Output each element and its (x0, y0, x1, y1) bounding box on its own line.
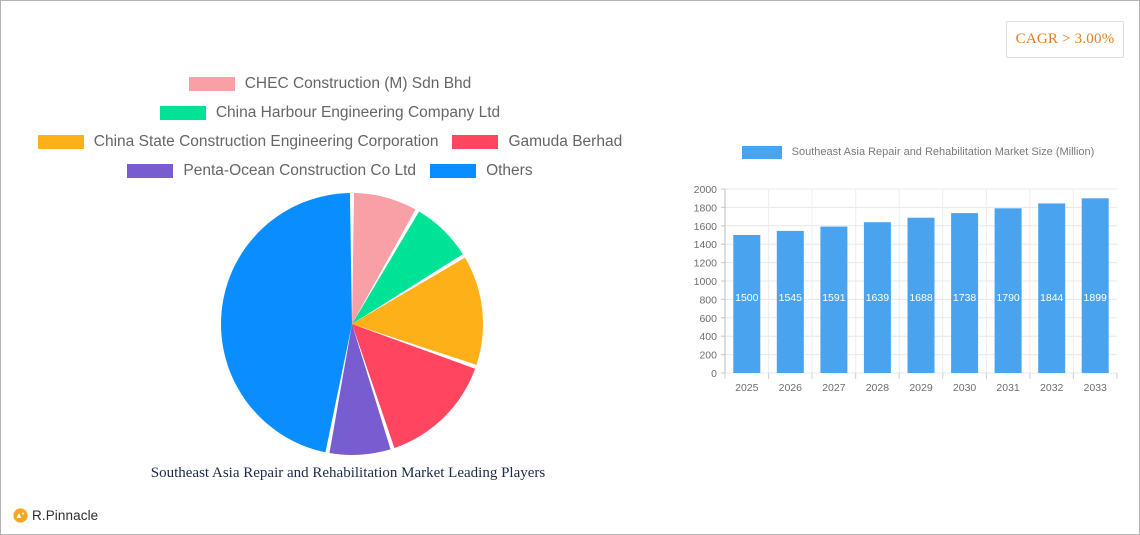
pie-legend-item-chec[interactable]: CHEC Construction (M) Sdn Bhd (188, 74, 486, 93)
x-axis-tick-label: 2033 (1084, 382, 1108, 394)
x-axis-tick-label: 2028 (866, 382, 890, 394)
bar[interactable] (820, 226, 848, 373)
bar[interactable] (863, 222, 891, 373)
pie-chart-svg (221, 193, 484, 456)
x-axis-tick-label: 2031 (996, 382, 1020, 394)
bar-value-label: 1844 (1040, 292, 1064, 304)
x-axis-tick-label: 2029 (909, 382, 933, 394)
circle-logo-icon (13, 508, 28, 523)
pie-legend-row: CHEC Construction (M) Sdn Bhd (1, 69, 673, 98)
cagr-badge-label: CAGR > 3.00% (1015, 31, 1115, 47)
legend-swatch-icon (452, 134, 499, 149)
pie-legend-label: China Harbour Engineering Company Ltd (215, 103, 501, 121)
bar-value-label: 1591 (822, 292, 846, 304)
pie-chart (210, 191, 494, 457)
pie-legend-item-others[interactable]: Others (430, 162, 547, 180)
legend-swatch-icon (430, 163, 477, 178)
legend-swatch-icon (37, 134, 84, 149)
pie-legend-item-china-harbour[interactable]: China Harbour Engineering Company Ltd (159, 103, 514, 122)
y-axis-tick-label: 400 (699, 331, 717, 343)
x-axis-tick-label: 2026 (779, 382, 803, 394)
x-axis-tick-label: 2030 (953, 382, 977, 394)
pie-slice[interactable] (352, 257, 484, 365)
y-axis-tick-label: 800 (699, 294, 717, 306)
x-axis-tick-label: 2027 (822, 382, 846, 394)
x-axis-tick-label: 2032 (1040, 382, 1064, 394)
pie-legend: CHEC Construction (M) Sdn Bhd China Harb… (1, 69, 673, 185)
bar-value-label: 1790 (996, 292, 1020, 304)
footer-brand-name: R.Pinnacle (32, 508, 99, 523)
bar-chart: Southeast Asia Repair and Rehabilitation… (681, 141, 1131, 411)
bar-value-label: 1500 (735, 292, 759, 304)
bar[interactable] (951, 213, 979, 373)
y-axis-tick-label: 1600 (694, 221, 718, 233)
bar[interactable] (994, 208, 1022, 373)
y-axis-tick-label: 200 (699, 350, 717, 362)
pie-legend-label: CHEC Construction (M) Sdn Bhd (244, 74, 472, 92)
legend-swatch-icon (741, 145, 782, 159)
pie-legend-label: Others (486, 161, 533, 179)
bar[interactable] (1038, 203, 1066, 373)
legend-swatch-icon (159, 105, 206, 120)
bar[interactable] (907, 217, 935, 373)
bar[interactable] (776, 230, 804, 373)
bar-value-label: 1688 (909, 292, 933, 304)
footer-brand: R.Pinnacle (13, 508, 98, 523)
y-axis-tick-label: 1200 (694, 258, 718, 270)
cagr-badge: CAGR > 3.00% (1006, 21, 1124, 58)
legend-swatch-icon (127, 163, 174, 178)
pie-legend-label: China State Construction Engineering Cor… (93, 132, 439, 150)
y-axis-tick-label: 0 (711, 368, 717, 380)
bar-value-label: 1639 (866, 292, 890, 304)
bar-chart-plot-area: 0 200 400 600 800 1000 1200 1400 1600 1800 2000 150… (681, 167, 1131, 407)
bar[interactable] (1081, 198, 1109, 373)
legend-swatch-icon (188, 76, 235, 91)
pie-legend-item-penta-ocean[interactable]: Penta-Ocean Construction Co Ltd (127, 162, 430, 180)
pie-legend-row: China Harbour Engineering Company Ltd (1, 98, 673, 127)
bar-value-label: 1545 (779, 292, 803, 304)
pie-slice[interactable] (221, 193, 352, 453)
y-axis-tick-label: 1400 (694, 239, 718, 251)
bar-chart-svg: 0 200 400 600 800 1000 1200 1400 1600 1800 2000 150… (694, 184, 1118, 394)
y-axis-tick-label: 1000 (694, 276, 718, 288)
pie-legend-label: Gamuda Berhad (508, 132, 623, 150)
y-axis-tick-label: 2000 (694, 184, 718, 196)
pie-legend-label: Penta-Ocean Construction Co Ltd (183, 161, 417, 179)
bar-legend-label: Southeast Asia Repair and Rehabilitation… (791, 146, 1095, 158)
pie-legend-item-gamuda[interactable]: Gamuda Berhad (452, 133, 636, 151)
x-axis-tick-label: 2025 (735, 382, 759, 394)
pie-slice[interactable] (352, 193, 416, 324)
pie-slice[interactable] (352, 211, 463, 324)
pie-slice[interactable] (352, 324, 476, 448)
pie-legend-item-china-state[interactable]: China State Construction Engineering Cor… (37, 132, 453, 151)
pie-slice[interactable] (329, 324, 391, 456)
bar-value-label: 1738 (953, 292, 977, 304)
bar[interactable] (733, 235, 761, 373)
pie-chart-caption: Southeast Asia Repair and Rehabilitation… (150, 465, 546, 481)
bar-value-label: 1899 (1084, 292, 1108, 304)
y-axis-tick-label: 1800 (694, 202, 718, 214)
pie-legend-row: China State Construction Engineering Cor… (1, 127, 673, 156)
bar-chart-legend[interactable]: Southeast Asia Repair and Rehabilitation… (681, 141, 1131, 163)
pie-legend-row: Penta-Ocean Construction Co Ltd Others (1, 156, 673, 185)
y-axis-tick-label: 600 (699, 313, 717, 325)
